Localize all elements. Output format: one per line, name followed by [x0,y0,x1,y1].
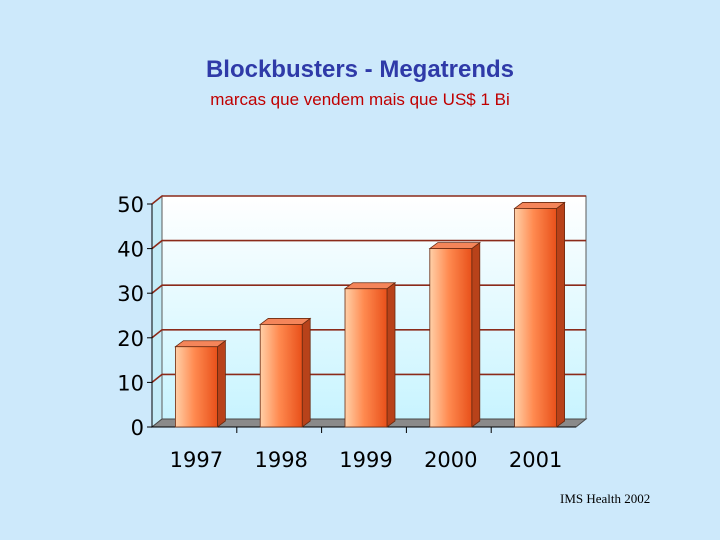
bar-1999 [344,288,388,428]
x-tick-label: 2001 [509,448,562,472]
bar-1998 [259,324,303,428]
bar-side [301,317,311,428]
bar-1997 [174,346,218,428]
bar-top [428,242,481,250]
y-tick-label: 30 [117,282,144,306]
plot-side-wall [151,194,163,429]
bar-side [556,201,565,428]
slide-title: Blockbusters - Megatrends [205,56,515,83]
bar-side [471,241,481,428]
y-tick-label: 10 [117,371,144,395]
bar-side [386,281,396,428]
x-tick-label: 1998 [254,448,307,472]
bar-side [216,339,226,428]
bar-2001 [514,208,557,428]
y-tick-label: 40 [117,238,144,262]
x-tick-label: 2000 [424,448,477,472]
bar-top [259,318,312,325]
bar-2000 [429,248,473,428]
bar-top [174,340,227,348]
gridline [151,195,586,205]
gridline [151,239,586,250]
y-tick-label: 0 [131,416,144,440]
bar-top [343,282,397,290]
y-tick-label: 50 [117,193,144,217]
x-tick-label: 1999 [339,448,392,472]
bar-top [513,202,566,209]
source-note: IMS Health 2002 [560,491,651,506]
y-tick-label: 20 [117,327,144,351]
slide-subtitle: marcas que vendem mais que US$ 1 Bi [210,90,510,109]
x-tick-label: 1997 [170,448,223,472]
